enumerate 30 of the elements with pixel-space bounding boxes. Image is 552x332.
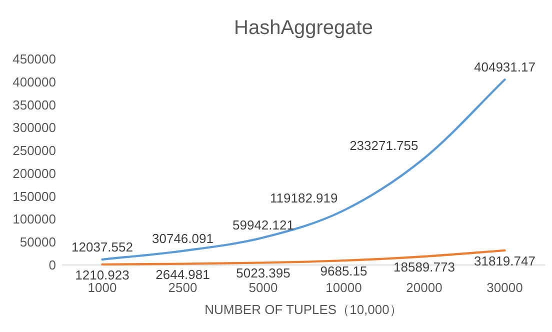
data-label: 30746.091 xyxy=(152,230,214,246)
x-axis-title: NUMBER OF TUPLES（10,000） xyxy=(204,302,402,317)
x-tick-label: 2500 xyxy=(168,280,198,295)
y-tick-label: 300000 xyxy=(12,120,56,136)
y-tick-label: 400000 xyxy=(12,74,56,90)
data-label: 31819.747 xyxy=(474,253,536,268)
y-tick-label: 250000 xyxy=(12,143,56,158)
y-tick-label: 100000 xyxy=(12,212,56,227)
x-tick-label: 10000 xyxy=(326,280,362,295)
data-label: 12037.552 xyxy=(72,239,133,254)
data-label: 119182.919 xyxy=(270,190,338,206)
data-label: 2644.981 xyxy=(156,266,210,282)
data-label: 18589.773 xyxy=(394,259,455,274)
data-label: 5023.395 xyxy=(236,266,290,281)
data-label: 1210.923 xyxy=(75,267,130,282)
x-tick-label: 30000 xyxy=(486,280,523,295)
x-tick-label: 20000 xyxy=(406,280,442,295)
chart-title: HashAggregate xyxy=(234,17,373,39)
x-tick-label: 5000 xyxy=(248,280,278,295)
y-tick-label: 50000 xyxy=(20,234,56,250)
y-tick-label: 200000 xyxy=(12,166,56,181)
data-label: 233271.755 xyxy=(350,138,418,154)
data-label: 9685.15 xyxy=(320,264,368,279)
y-tick-label: 350000 xyxy=(12,97,56,112)
y-tick-label: 0 xyxy=(48,258,56,272)
x-tick-label: 1000 xyxy=(88,280,117,295)
y-tick-label: 450000 xyxy=(12,52,56,66)
data-label: 59942.121 xyxy=(232,218,294,233)
y-tick-label: 150000 xyxy=(12,188,56,204)
data-label: 404931.17 xyxy=(474,60,536,75)
